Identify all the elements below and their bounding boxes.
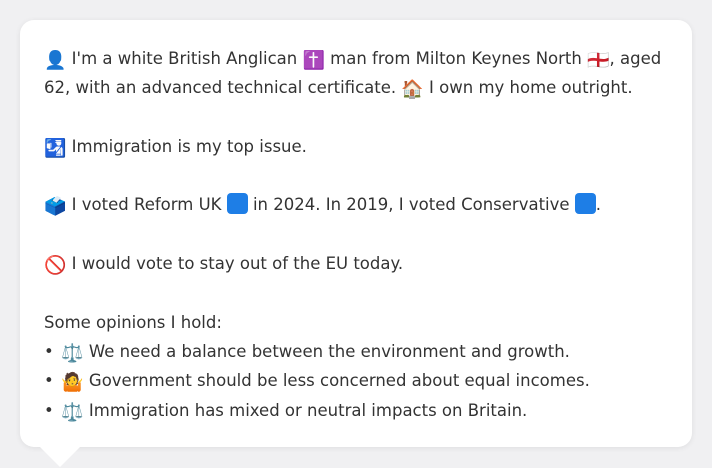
votes-paragraph: 🗳️ I voted Reform UK in 2024. In 2019, I… — [44, 190, 668, 219]
opinion-item: • ⚖️ We need a balance between the envir… — [44, 337, 668, 366]
spacer — [44, 220, 668, 249]
votes-text-1: I voted Reform UK — [66, 195, 227, 215]
conservative-party-color-icon — [574, 193, 596, 215]
eu-text: I would vote to stay out of the EU today… — [66, 254, 404, 274]
opinions-heading: Some opinions I hold: — [44, 312, 222, 332]
persona-chat-bubble: 👤 I'm a white British Anglican ✝️ man fr… — [20, 20, 692, 447]
identity-text-3: , aged 62, with an advanced technical ce… — [44, 49, 662, 98]
balance-scale-icon: ⚖️ — [61, 342, 84, 364]
passport-control-icon: 🛂 — [44, 137, 67, 159]
opinion-text: We need a balance between the environmen… — [83, 341, 570, 361]
ballot-box-icon: 🗳️ — [44, 196, 67, 218]
bubble-tail — [39, 446, 81, 467]
top-issue-text: Immigration is my top issue. — [66, 136, 307, 156]
top-issue-paragraph: 🛂 Immigration is my top issue. — [44, 132, 668, 161]
opinion-text: Immigration has mixed or neutral impacts… — [83, 400, 528, 420]
shrug-icon: 🤷 — [61, 372, 84, 394]
identity-text-2: man from Milton Keynes North — [324, 49, 588, 68]
house-icon: 🏠 — [401, 79, 424, 101]
prohibited-icon: 🚫 — [44, 255, 67, 277]
balance-scale-icon: ⚖️ — [61, 401, 84, 423]
spacer — [44, 161, 668, 190]
reform-party-color-icon — [226, 193, 248, 215]
person-icon: 👤 — [44, 50, 67, 71]
opinion-item: • ⚖️ Immigration has mixed or neutral im… — [44, 396, 668, 425]
opinion-text: Government should be less concerned abou… — [83, 371, 590, 391]
spacer — [44, 103, 668, 132]
identity-paragraph: 👤 I'm a white British Anglican ✝️ man fr… — [44, 44, 668, 103]
identity-text-1: I'm a white British Anglican — [66, 49, 303, 68]
opinion-item: • 🤷 Government should be less concerned … — [44, 366, 668, 395]
cross-icon: ✝️ — [302, 50, 325, 71]
eu-paragraph: 🚫 I would vote to stay out of the EU tod… — [44, 249, 668, 278]
bullet: • — [44, 341, 54, 361]
bullet: • — [44, 371, 54, 391]
votes-text-2: in 2024. In 2019, I voted Conservative — [247, 195, 575, 215]
bullet: • — [44, 400, 54, 420]
spacer — [44, 278, 668, 307]
identity-text-4: I own my home outright. — [423, 78, 633, 98]
votes-text-3: . — [595, 195, 602, 215]
england-flag-icon: 🏴󠁧󠁢󠁥󠁮󠁧󠁿 — [587, 50, 610, 71]
